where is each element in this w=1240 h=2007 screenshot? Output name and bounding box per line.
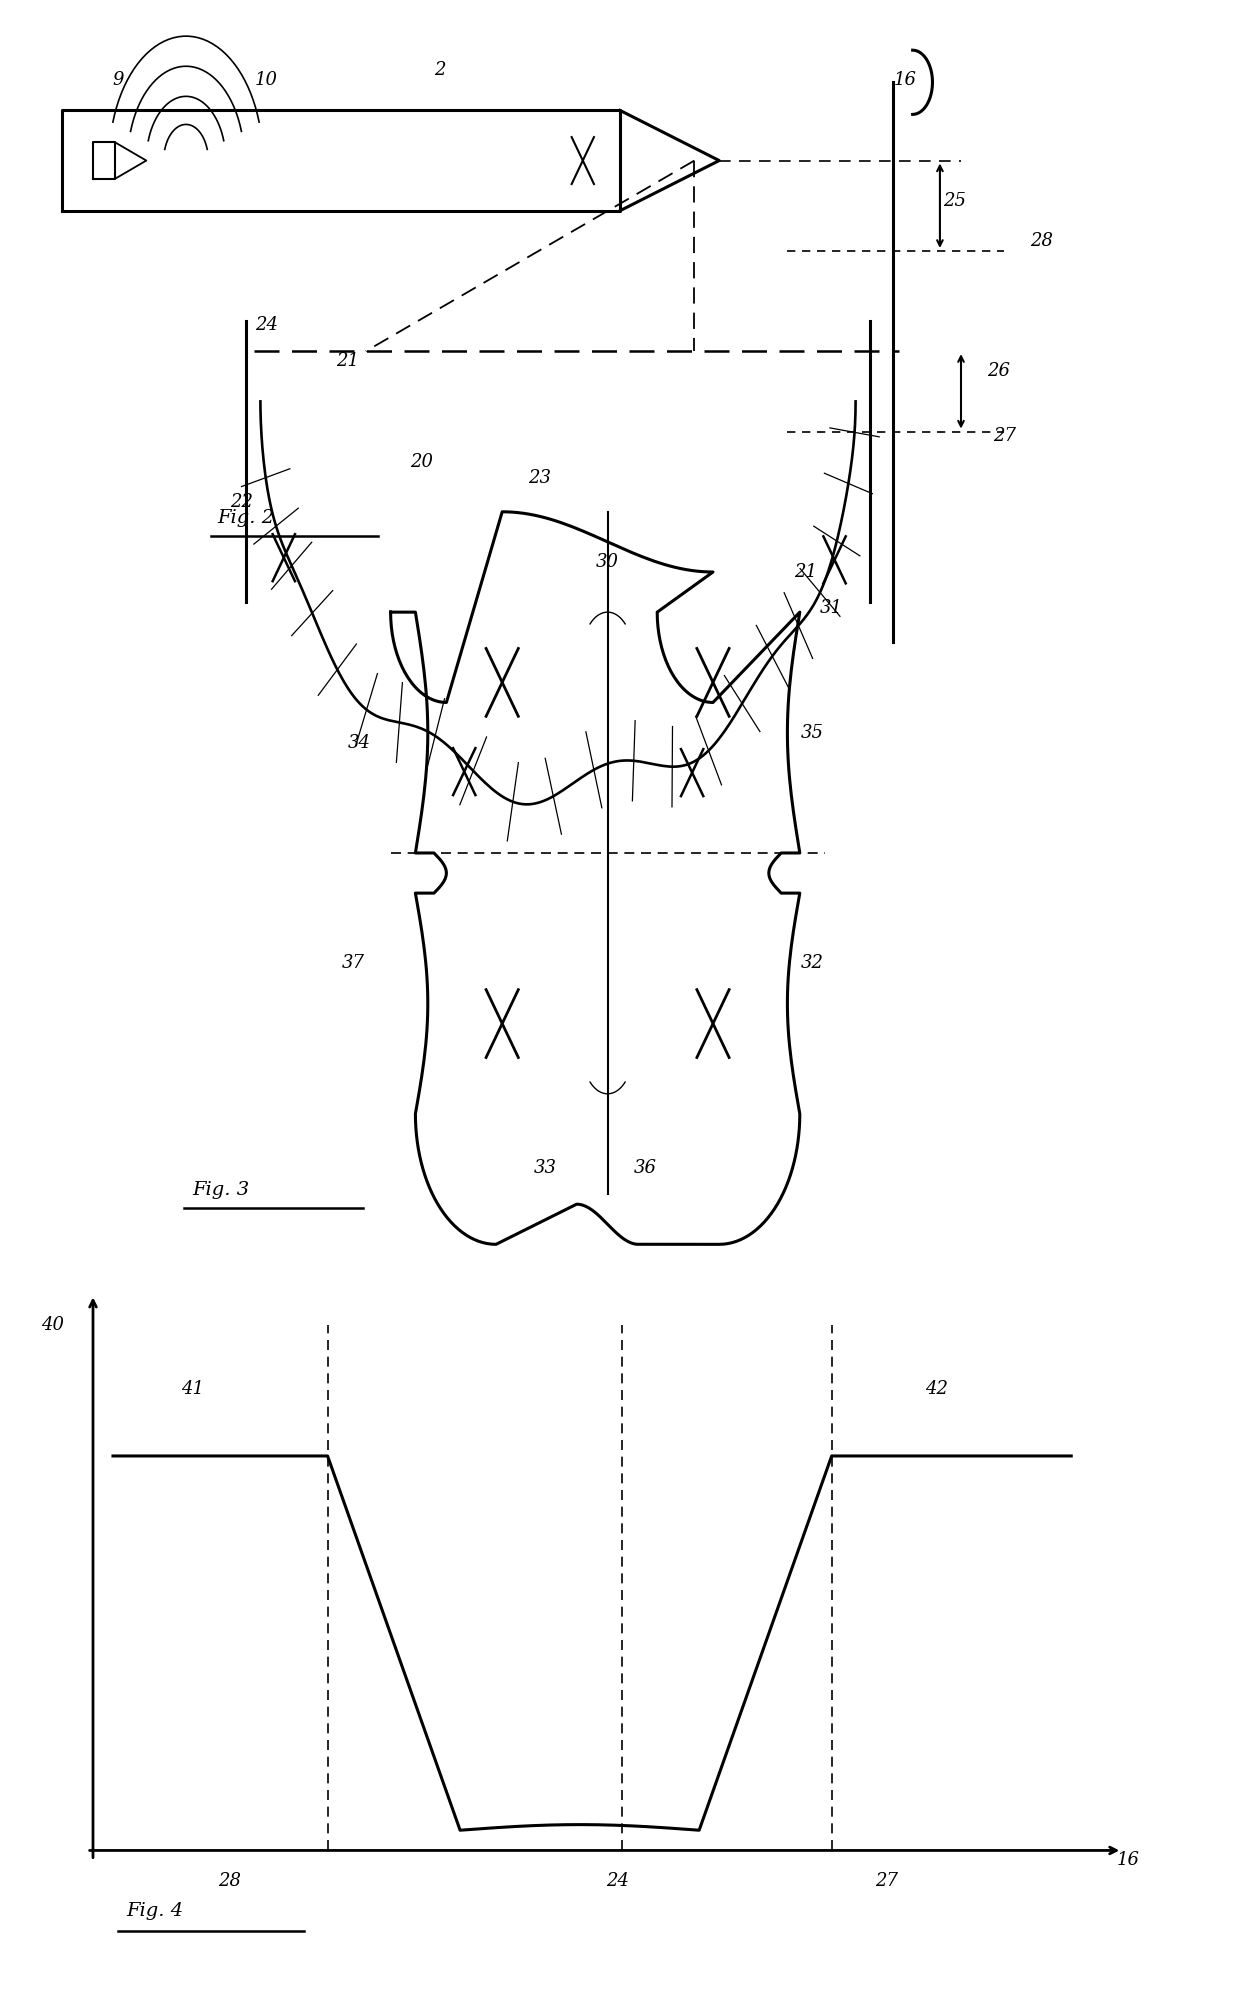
Text: 9: 9 <box>112 72 124 88</box>
Text: 25: 25 <box>944 193 966 209</box>
Text: 23: 23 <box>528 470 551 486</box>
Text: 21: 21 <box>795 564 817 580</box>
Text: 28: 28 <box>218 1873 241 1889</box>
Text: 27: 27 <box>993 427 1016 444</box>
Text: 34: 34 <box>348 735 371 751</box>
Text: 22: 22 <box>231 494 253 510</box>
Text: Fig. 3: Fig. 3 <box>192 1182 249 1198</box>
Text: Fig. 4: Fig. 4 <box>126 1903 184 1919</box>
Text: Fig. 2: Fig. 2 <box>217 510 274 526</box>
Text: 16: 16 <box>894 72 916 88</box>
Text: 10: 10 <box>255 72 278 88</box>
Text: 36: 36 <box>634 1160 656 1176</box>
Text: 33: 33 <box>534 1160 557 1176</box>
Text: 37: 37 <box>342 955 365 971</box>
Text: 42: 42 <box>925 1381 947 1397</box>
Text: 20: 20 <box>410 454 433 470</box>
Text: 16: 16 <box>1117 1852 1140 1869</box>
Text: 27: 27 <box>875 1873 898 1889</box>
Text: 26: 26 <box>987 363 1009 379</box>
Text: 30: 30 <box>596 554 619 570</box>
Text: 32: 32 <box>801 955 823 971</box>
Text: 2: 2 <box>434 62 446 78</box>
Text: 31: 31 <box>820 600 842 616</box>
Text: 21: 21 <box>336 353 358 369</box>
Text: 24: 24 <box>606 1873 629 1889</box>
Text: 41: 41 <box>181 1381 203 1397</box>
Text: 35: 35 <box>801 725 823 741</box>
Text: 40: 40 <box>41 1317 63 1333</box>
Text: 28: 28 <box>1030 233 1053 249</box>
Text: 24: 24 <box>255 317 278 333</box>
